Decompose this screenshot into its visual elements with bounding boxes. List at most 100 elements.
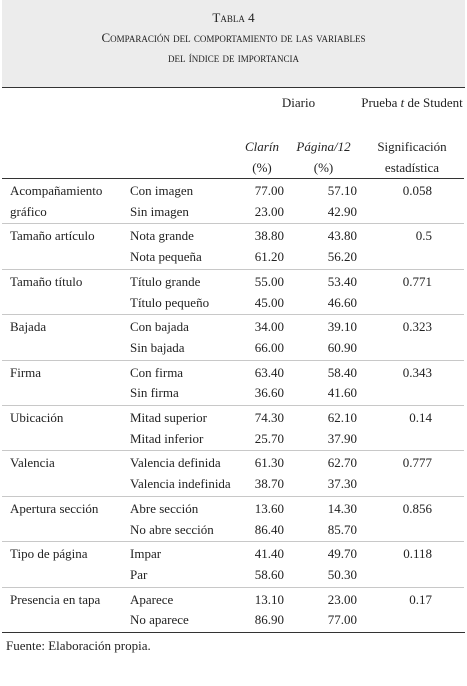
significance-cell: 0.323 — [402, 319, 432, 335]
table-row: Ubicación Mitad superior 74.30 62.10 0.14 — [2, 406, 464, 429]
pagina12-cell: 62.70 — [327, 455, 357, 471]
clarin-cell: 13.10 — [254, 591, 284, 607]
row-group: Presencia en tapa Aparece 13.10 23.00 0.17 No… — [2, 587, 464, 632]
header-text: Clarín — [245, 139, 279, 154]
table-row: Bajada Con bajada 34.00 39.10 0.323 — [2, 315, 464, 338]
header-cell: Página/12 (%) — [287, 136, 360, 179]
header-cell: Clarín (%) — [237, 136, 287, 179]
row-group: Tipo de página Impar 41.40 49.70 0.118 Par 58.… — [2, 541, 464, 587]
clarin-cell: 61.30 — [254, 455, 284, 471]
header-text: (%) — [313, 160, 334, 175]
source-note: Fuente: Elaboración propia. — [2, 632, 465, 656]
table-row: Mitad inferior 25.70 37.90 — [2, 429, 464, 451]
clarin-cell: 77.00 — [254, 183, 284, 198]
row-group: Apertura sección Abre sección 13.60 14.30 0.… — [2, 496, 464, 541]
header-cell: Prueba t de Student — [360, 88, 464, 136]
category-cell: Sin firma — [130, 385, 179, 401]
cell — [130, 136, 237, 179]
significance-cell: 0.777 — [402, 455, 432, 471]
table-row: Presencia en tapa Aparece 13.10 23.00 0.17 — [2, 587, 464, 610]
table-title: Comparación del comportamiento de las va… — [101, 30, 366, 45]
category-cell: Par — [130, 566, 148, 582]
clarin-cell: 74.30 — [254, 410, 284, 426]
header-row: Diario Prueba t de Student — [2, 88, 464, 136]
category-cell: Abre sección — [130, 500, 199, 516]
category-cell: No aparece — [130, 612, 189, 628]
header-text: (%) — [252, 160, 272, 175]
clarin-cell: 41.40 — [254, 546, 284, 562]
table-header: Tabla 4 Comparación del comportamiento d… — [2, 0, 465, 88]
pagina12-cell: 56.20 — [327, 249, 357, 265]
table-title: del índice de importancia — [168, 50, 299, 65]
clarin-cell: 25.70 — [254, 430, 284, 446]
pagina12-cell: 23.00 — [327, 591, 357, 607]
header-text: de Student — [407, 95, 463, 110]
significance-cell: 0.343 — [402, 364, 432, 380]
variable-cell: Tamaño título — [10, 273, 83, 289]
pagina12-cell: 53.40 — [327, 273, 357, 289]
pagina12-cell: 85.70 — [327, 521, 357, 537]
cell — [130, 88, 237, 136]
variable-cell: Tamaño artículo — [10, 228, 95, 244]
table-row: No aparece 86.90 77.00 — [2, 610, 464, 632]
clarin-cell: 38.70 — [254, 476, 284, 492]
table-row: Tipo de página Impar 41.40 49.70 0.118 — [2, 542, 464, 565]
variable-cell: Presencia en tapa — [10, 591, 101, 607]
table-row: Firma Con firma 63.40 58.40 0.343 — [2, 360, 464, 383]
pagina12-cell: 42.90 — [327, 203, 357, 219]
clarin-cell: 23.00 — [254, 203, 284, 219]
table-row: Sin firma 36.60 41.60 — [2, 383, 464, 405]
table-row: Apertura sección Abre sección 13.60 14.30 0.… — [2, 496, 464, 519]
variable-cell: Bajada — [10, 319, 47, 335]
category-cell: Valencia indefinida — [130, 476, 231, 492]
category-cell: Sin bajada — [130, 339, 185, 355]
cell — [2, 136, 130, 179]
table-row: Par 58.60 50.30 — [2, 565, 464, 587]
row-group: Valencia Valencia definida 61.30 62.70 0.777… — [2, 450, 464, 496]
pagina12-cell: 50.30 — [327, 566, 357, 582]
document: Tabla 4 Comparación del comportamiento d… — [2, 0, 465, 656]
table-row: Título pequeño 45.00 46.60 — [2, 293, 464, 315]
row-group: Acompañamiento gráfico Con imagen 77.00 57.… — [2, 179, 464, 224]
clarin-cell: 36.60 — [254, 385, 284, 401]
clarin-cell: 66.00 — [254, 339, 284, 355]
table-row: Sin imagen 23.00 42.90 — [2, 202, 464, 224]
clarin-cell: 55.00 — [254, 273, 284, 289]
table-row: Nota pequeña 61.20 56.20 — [2, 247, 464, 269]
clarin-cell: 58.60 — [254, 566, 284, 582]
column-headers: Diario Prueba t de Student Clarín (%) Pág… — [2, 88, 464, 179]
pagina12-cell: 37.90 — [327, 430, 357, 446]
clarin-cell: 38.80 — [254, 228, 284, 244]
row-group: Tamaño título Título grande 55.00 53.40 0.77… — [2, 269, 464, 314]
significance-cell: 0.118 — [403, 546, 432, 562]
table-row: Tamaño artículo Nota grande 38.80 43.80 0.5 — [2, 224, 464, 247]
clarin-cell: 86.40 — [254, 521, 284, 537]
table-row: Acompañamiento gráfico Con imagen 77.00 57.… — [2, 179, 464, 219]
significance-cell: 0.14 — [409, 410, 432, 426]
pagina12-cell: 49.70 — [327, 546, 357, 562]
significance-cell: 0.856 — [402, 500, 432, 516]
category-cell: Con firma — [130, 364, 184, 380]
table: Diario Prueba t de Student Clarín (%) Pág… — [2, 88, 464, 632]
category-cell: Valencia definida — [130, 455, 221, 471]
row-group: Firma Con firma 63.40 58.40 0.343 Sin firma 36… — [2, 360, 464, 405]
pagina12-cell: 41.60 — [327, 385, 357, 401]
header-text: Página/12 — [296, 139, 351, 154]
pagina12-cell: 77.00 — [327, 612, 357, 628]
clarin-cell: 45.00 — [254, 294, 284, 310]
table-row: Sin bajada 66.00 60.90 — [2, 338, 464, 360]
clarin-cell: 63.40 — [254, 364, 284, 380]
category-cell: Título grande — [130, 273, 201, 289]
clarin-cell: 13.60 — [254, 500, 284, 516]
pagina12-cell: 60.90 — [327, 339, 357, 355]
variable-cell: Ubicación — [10, 410, 64, 426]
table-row: Valencia Valencia definida 61.30 62.70 0.777 — [2, 451, 464, 474]
header-cell: Significación estadística — [360, 136, 464, 179]
variable-cell: Apertura sección — [10, 500, 99, 516]
category-cell: No abre sección — [130, 521, 214, 537]
pagina12-cell: 62.10 — [327, 410, 357, 426]
pagina12-cell: 39.10 — [327, 319, 357, 335]
variable-cell: Firma — [10, 364, 42, 380]
table-row: Tamaño título Título grande 55.00 53.40 0.77… — [2, 269, 464, 292]
